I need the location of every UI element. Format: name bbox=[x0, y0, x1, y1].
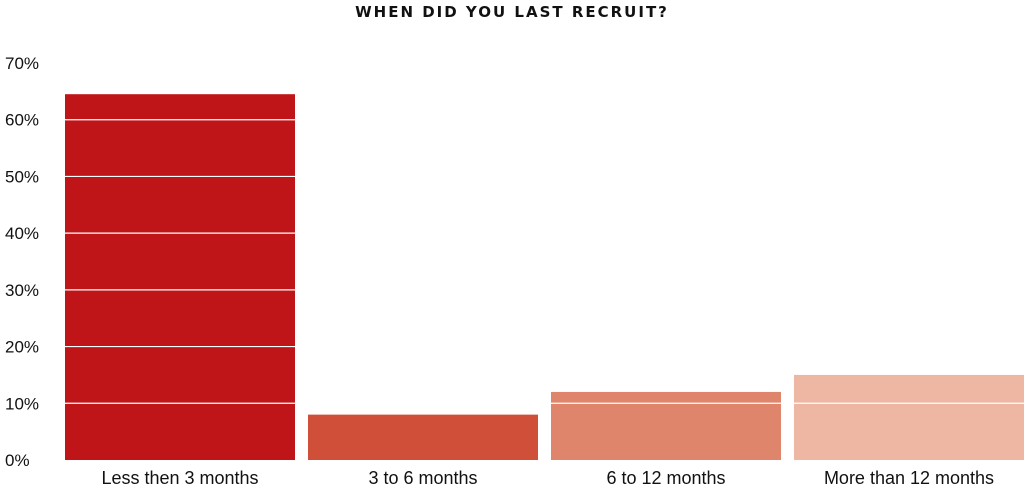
category-label: Less then 3 months bbox=[101, 468, 258, 488]
bar bbox=[551, 391, 781, 460]
chart-title: WHEN DID YOU LAST RECRUIT? bbox=[355, 3, 669, 21]
gridlines bbox=[65, 119, 1024, 404]
bar bbox=[65, 94, 295, 460]
category-label: More than 12 months bbox=[824, 468, 994, 488]
y-tick-label: 60% bbox=[5, 111, 39, 130]
y-tick-label: 70% bbox=[5, 54, 39, 73]
y-tick-label: 40% bbox=[5, 224, 39, 243]
category-label: 6 to 12 months bbox=[606, 468, 725, 488]
y-tick-label: 50% bbox=[5, 167, 39, 186]
bar bbox=[308, 414, 538, 460]
y-tick-label: 0% bbox=[5, 451, 30, 470]
y-axis: 0% 10% 20% 30% 40% 50% 60% 70% bbox=[5, 54, 39, 470]
bar bbox=[794, 374, 1024, 460]
y-tick-label: 20% bbox=[5, 338, 39, 357]
bars bbox=[65, 94, 1024, 460]
category-label: 3 to 6 months bbox=[368, 468, 477, 488]
x-axis: Less then 3 months 3 to 6 months 6 to 12 m… bbox=[101, 468, 994, 488]
y-tick-label: 30% bbox=[5, 281, 39, 300]
y-tick-label: 10% bbox=[5, 394, 39, 413]
